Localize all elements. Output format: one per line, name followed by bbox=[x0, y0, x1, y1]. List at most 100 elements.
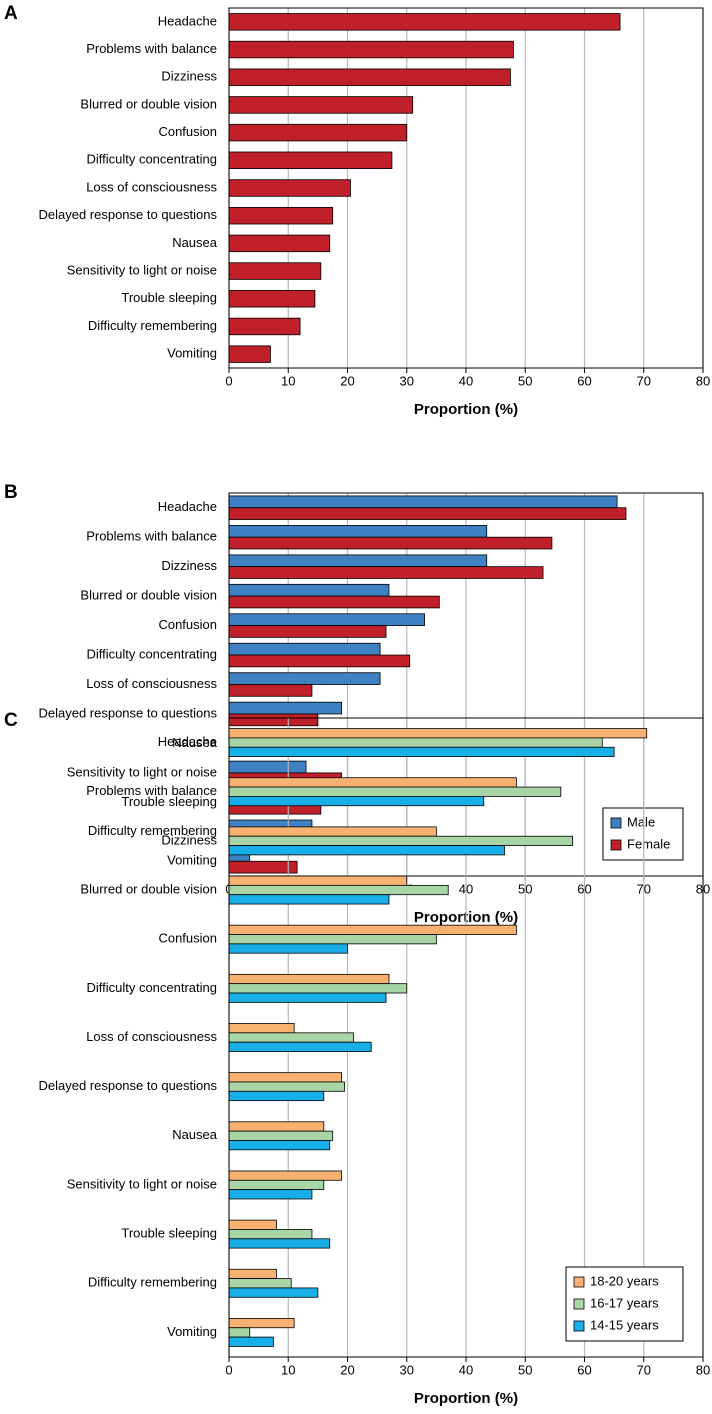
bar bbox=[228, 672, 381, 685]
bar bbox=[228, 992, 387, 1003]
bar bbox=[228, 1238, 331, 1249]
y-tick-label: Delayed response to questions bbox=[38, 705, 217, 720]
y-tick-label: Sensitivity to light or noise bbox=[67, 764, 217, 779]
bar bbox=[228, 1278, 292, 1289]
y-tick-label: Blurred or double vision bbox=[80, 881, 217, 896]
y-tick-label: Dizziness bbox=[161, 558, 217, 573]
legend-label: Male bbox=[627, 814, 655, 829]
bar bbox=[228, 536, 553, 550]
bar bbox=[228, 206, 334, 225]
bar bbox=[228, 1219, 277, 1230]
x-tick-label: 20 bbox=[340, 373, 354, 388]
bar bbox=[228, 728, 648, 739]
y-tick-label: Headache bbox=[158, 499, 217, 514]
bar bbox=[228, 1179, 325, 1191]
y-tick-label: Nausea bbox=[172, 235, 218, 250]
bar bbox=[228, 884, 449, 896]
bar bbox=[228, 845, 505, 856]
y-tick-label: Vomiting bbox=[167, 346, 217, 361]
bar bbox=[228, 713, 319, 727]
bar bbox=[228, 234, 331, 253]
bar bbox=[228, 1287, 319, 1298]
y-tick-label: Vomiting bbox=[167, 853, 217, 868]
bar bbox=[228, 973, 390, 985]
y-tick-label: Sensitivity to light or noise bbox=[67, 263, 217, 278]
bar bbox=[228, 835, 574, 846]
x-axis-title: Proportion (%) bbox=[414, 1390, 518, 1407]
bar bbox=[228, 613, 425, 626]
bar bbox=[228, 68, 511, 86]
y-tick-label: Trouble sleeping bbox=[121, 794, 217, 809]
plot-frame bbox=[228, 717, 704, 1358]
panel-label: B bbox=[4, 482, 18, 503]
x-tick-label: 60 bbox=[577, 373, 591, 388]
bar bbox=[228, 826, 437, 837]
bar bbox=[228, 760, 307, 774]
x-tick-label: 70 bbox=[637, 373, 651, 388]
legend-label: 14-15 years bbox=[590, 1317, 659, 1332]
bar bbox=[228, 566, 544, 579]
x-tick-label: 70 bbox=[637, 1362, 651, 1377]
bar bbox=[228, 684, 313, 697]
y-tick-label: Loss of consciousness bbox=[86, 676, 217, 691]
y-tick-label: Trouble sleeping bbox=[121, 290, 217, 305]
bar bbox=[228, 1072, 342, 1083]
bar bbox=[228, 317, 301, 336]
legend-swatch bbox=[573, 1276, 585, 1288]
bar bbox=[228, 1327, 251, 1338]
y-tick-label: Confusion bbox=[158, 931, 217, 946]
y-tick-label: Problems with balance bbox=[86, 783, 217, 798]
legend-box bbox=[602, 807, 684, 861]
legend-label: Female bbox=[627, 836, 670, 851]
panel-label: A bbox=[4, 3, 18, 24]
y-tick-label: Loss of consciousness bbox=[86, 179, 217, 194]
bar bbox=[228, 123, 408, 142]
bar bbox=[228, 495, 618, 509]
bar bbox=[228, 1189, 313, 1200]
bar bbox=[228, 151, 393, 170]
bar bbox=[228, 786, 562, 797]
y-tick-label: Confusion bbox=[158, 617, 217, 632]
y-tick-label: Dizziness bbox=[161, 832, 217, 847]
x-tick-label: 40 bbox=[459, 1362, 473, 1377]
bar bbox=[228, 943, 348, 954]
plot-frame bbox=[228, 7, 704, 369]
bar bbox=[228, 796, 485, 807]
legend-swatch bbox=[573, 1320, 585, 1332]
y-tick-label: Trouble sleeping bbox=[121, 1226, 217, 1241]
x-tick-label: 80 bbox=[696, 1362, 710, 1377]
y-tick-label: Headache bbox=[158, 13, 217, 28]
bar bbox=[228, 13, 621, 31]
bar bbox=[228, 642, 381, 656]
bar bbox=[228, 875, 408, 886]
bar bbox=[228, 1041, 372, 1052]
bar bbox=[228, 262, 322, 280]
bar bbox=[228, 746, 615, 757]
bar bbox=[228, 1318, 295, 1329]
bar bbox=[228, 290, 316, 308]
x-tick-label: 10 bbox=[281, 373, 295, 388]
bar bbox=[228, 1032, 354, 1043]
panel-label: C bbox=[4, 710, 18, 731]
y-tick-label: Delayed response to questions bbox=[38, 1078, 217, 1093]
bar bbox=[228, 625, 387, 638]
bar bbox=[228, 860, 298, 874]
x-axis-title: Proportion (%) bbox=[414, 401, 518, 418]
bar bbox=[228, 1081, 345, 1092]
bar bbox=[228, 583, 390, 597]
y-tick-label: Headache bbox=[158, 734, 217, 749]
y-tick-label: Nausea bbox=[172, 1127, 218, 1142]
y-tick-label: Dizziness bbox=[161, 69, 217, 84]
bar bbox=[228, 1229, 313, 1240]
x-tick-label: 0 bbox=[225, 1362, 232, 1377]
bar bbox=[228, 983, 408, 994]
y-tick-label: Loss of consciousness bbox=[86, 1029, 217, 1044]
bar bbox=[228, 595, 440, 609]
bar bbox=[228, 924, 517, 935]
x-tick-label: 60 bbox=[577, 1362, 591, 1377]
x-tick-label: 80 bbox=[696, 373, 710, 388]
bar bbox=[228, 1170, 342, 1181]
x-tick-label: 50 bbox=[518, 373, 532, 388]
legend-box bbox=[565, 1266, 684, 1342]
